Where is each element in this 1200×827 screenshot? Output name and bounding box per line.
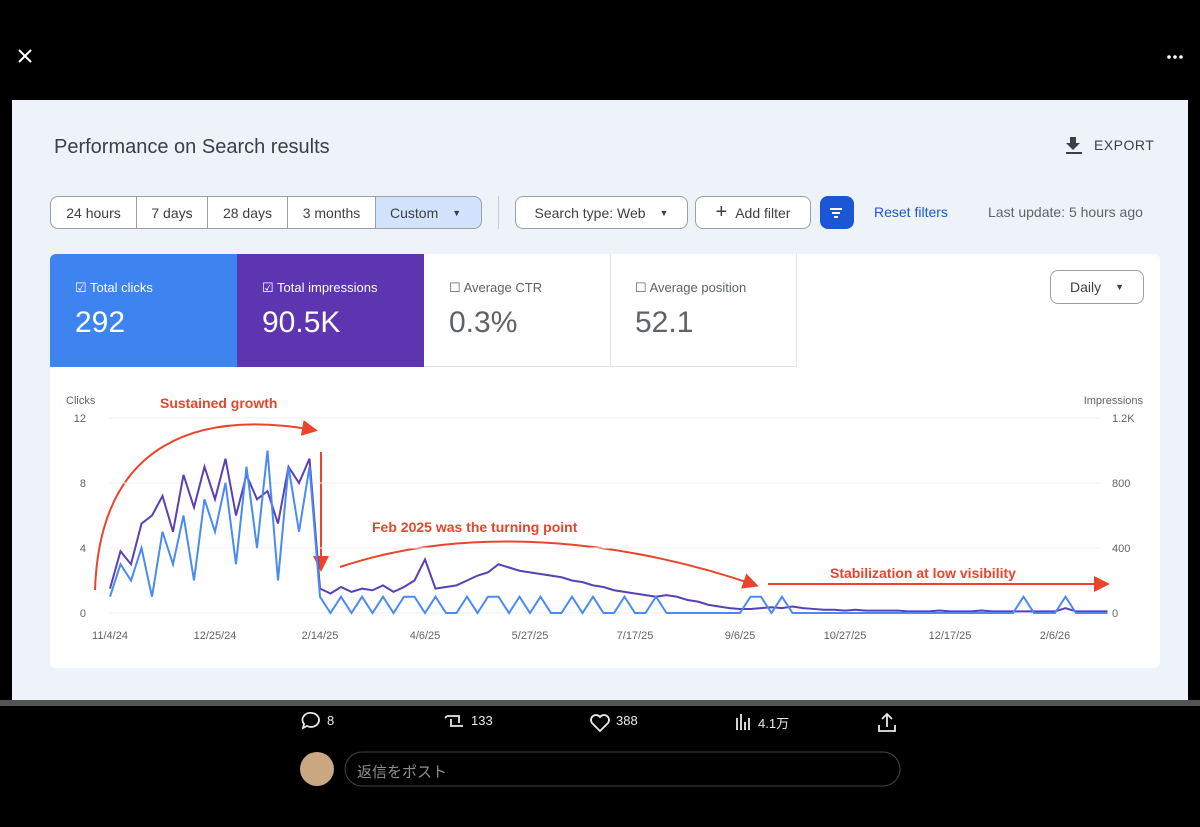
plus-icon: +: [715, 201, 728, 223]
annotation: Feb 2025 was the turning point: [372, 519, 578, 535]
y2-tick-label: 400: [1112, 543, 1130, 555]
range-button[interactable]: 7 days: [136, 196, 208, 229]
close-button[interactable]: [18, 49, 32, 63]
metric-label-text: Total impressions: [277, 280, 378, 295]
metric-card[interactable]: ☑ Total impressions 90.5K: [237, 254, 424, 367]
y-tick-label: 0: [80, 608, 86, 620]
reply-input[interactable]: [344, 751, 901, 787]
last-update: Last update: 5 hours ago: [988, 204, 1143, 220]
post-bar: [300, 711, 901, 787]
export-button[interactable]: EXPORT: [1094, 137, 1155, 153]
x-tick-label: 5/27/25: [512, 630, 549, 642]
view-count: 4.1万: [758, 716, 790, 731]
filter-icon-button[interactable]: [820, 196, 854, 229]
repost-icon[interactable]: [444, 715, 463, 727]
top-bar: [18, 49, 1183, 63]
metric-card[interactable]: ☑ Total clicks 292: [50, 254, 237, 367]
reset-filters-link[interactable]: Reset filters: [874, 204, 948, 220]
annotation: Sustained growth: [160, 395, 277, 411]
add-filter-label: Add filter: [735, 204, 791, 221]
y2-tick-label: 1.2K: [1112, 413, 1135, 425]
y2-tick-label: 800: [1112, 478, 1130, 490]
x-tick-label: 12/25/24: [194, 630, 237, 642]
metric-label: ☐ Average CTR: [449, 280, 543, 295]
views-icon[interactable]: [736, 714, 750, 730]
separator: [0, 700, 1200, 706]
more-button[interactable]: [1167, 55, 1183, 59]
chart: Clicks Impressions 0 4 8 12 0 400 800 1.2K 11/4/24…: [66, 395, 1144, 642]
x-tick-label: 9/6/25: [725, 630, 756, 642]
x-tick-label: 2/6/26: [1040, 630, 1071, 642]
y2-tick-label: 0: [1112, 608, 1118, 620]
like-count: 388: [616, 713, 638, 728]
dropdown-arrow: ▼: [659, 207, 669, 218]
metric-value: 52.1: [635, 306, 694, 339]
granularity-label: Daily: [1069, 279, 1102, 295]
reply-icon[interactable]: [301, 711, 320, 730]
range-button-selected[interactable]: Custom ▼: [375, 196, 482, 229]
page-title: Performance on Search results: [54, 136, 330, 158]
x-tick-label: 11/4/24: [92, 630, 128, 642]
range-label: Custom: [390, 204, 439, 221]
dropdown-arrow: ▼: [1115, 282, 1125, 292]
x-tick-label: 4/6/25: [410, 630, 441, 642]
dropdown-arrow: ▼: [452, 207, 462, 218]
metric-card[interactable]: ☐ Average position 52.1: [610, 254, 797, 367]
metric-value: 90.5K: [262, 306, 341, 339]
x-tick-label: 2/14/25: [302, 630, 339, 642]
metric-value: 292: [75, 306, 126, 339]
metric-label: ☑ Total impressions: [262, 280, 378, 295]
metric-label: ☐ Average position: [635, 280, 747, 295]
like-icon[interactable]: [590, 714, 610, 733]
series-line: [109, 450, 1108, 615]
range-button[interactable]: 28 days: [207, 196, 288, 229]
y-tick-label: 8: [80, 478, 86, 490]
divider: [498, 196, 499, 229]
metric-label: ☑ Total clicks: [75, 280, 153, 295]
metric-card[interactable]: ☐ Average CTR 0.3%: [424, 254, 611, 367]
x-tick-label: 7/17/25: [617, 630, 654, 642]
annotation-arrows: [94, 420, 1110, 592]
share-icon[interactable]: [878, 712, 896, 732]
y-axis-title: Clicks: [66, 395, 96, 407]
reply-placeholder: 返信をポスト: [357, 764, 448, 781]
series-line: [109, 458, 1108, 613]
y-tick-label: 12: [74, 413, 86, 425]
x-tick-label: 10/27/25: [824, 630, 867, 642]
y-tick-label: 4: [80, 543, 86, 555]
range-button[interactable]: 3 months: [287, 196, 376, 229]
y2-axis-title: Impressions: [1084, 395, 1144, 407]
search-type-button[interactable]: Search type: Web ▼: [515, 196, 688, 229]
annotation: Stabilization at low visibility: [830, 565, 1016, 581]
search-type-label: Search type: Web: [534, 204, 646, 221]
repost-count: 133: [471, 713, 493, 728]
avatar: [300, 752, 334, 786]
reply-count: 8: [327, 713, 335, 728]
x-tick-label: 12/17/25: [929, 630, 972, 642]
metric-label-text: Average position: [649, 280, 747, 295]
add-filter-button[interactable]: + Add filter: [695, 196, 811, 229]
metric-label-text: Total clicks: [90, 280, 153, 295]
filter-icon: [830, 208, 842, 218]
metric-value: 0.3%: [449, 306, 518, 339]
granularity-button[interactable]: Daily ▼: [1050, 270, 1144, 304]
export-icon: [1066, 137, 1082, 154]
metric-label-text: Average CTR: [463, 280, 543, 295]
